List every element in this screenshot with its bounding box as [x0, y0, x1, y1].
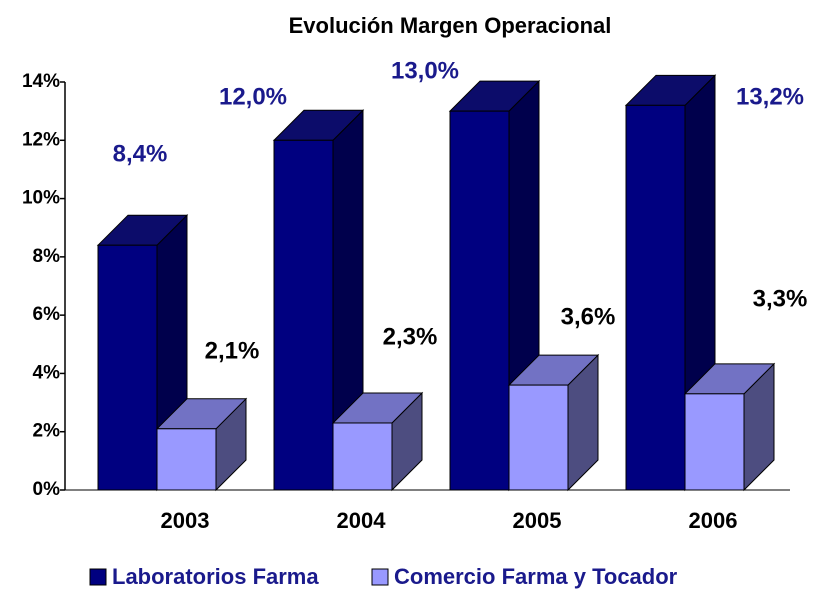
bar-front — [449, 110, 510, 491]
bar — [331, 391, 424, 492]
data-label: 13,2% — [736, 83, 804, 110]
data-label: 3,6% — [561, 303, 616, 330]
bar — [683, 362, 776, 492]
y-tick-label: 0% — [33, 479, 61, 500]
x-tick-label: 2003 — [161, 508, 210, 533]
bar — [507, 353, 600, 492]
data-label: 8,4% — [113, 140, 168, 167]
bar-front — [684, 393, 745, 491]
y-tick-label: 8% — [33, 246, 61, 267]
y-tick-label: 6% — [33, 304, 61, 325]
y-tick-label: 4% — [33, 362, 61, 383]
bar — [155, 397, 248, 492]
data-label: 3,3% — [753, 285, 808, 312]
y-tick-label: 12% — [22, 129, 60, 150]
bar-front — [332, 422, 393, 491]
legend-label: Laboratorios Farma — [112, 564, 319, 589]
x-tick-label: 2006 — [689, 508, 738, 533]
bar — [272, 109, 365, 492]
bar-front — [508, 384, 569, 491]
data-label: 13,0% — [391, 57, 459, 84]
bar-front — [97, 244, 158, 491]
legend-swatch — [89, 568, 107, 586]
legend-swatch — [371, 568, 389, 586]
bar-front — [273, 139, 334, 491]
bar-front — [625, 104, 686, 491]
bar-front — [156, 428, 217, 491]
data-label: 2,1% — [205, 337, 260, 364]
x-tick-label: 2005 — [513, 508, 562, 533]
y-tick-label: 14% — [22, 71, 60, 92]
legend-label: Comercio Farma y Tocador — [394, 564, 678, 589]
chart-title: Evolución Margen Operacional — [289, 13, 612, 38]
y-tick-label: 10% — [22, 188, 60, 209]
y-tick-label: 2% — [33, 421, 61, 442]
x-tick-label: 2004 — [337, 508, 387, 533]
data-label: 2,3% — [383, 323, 438, 350]
data-label: 12,0% — [219, 83, 287, 110]
